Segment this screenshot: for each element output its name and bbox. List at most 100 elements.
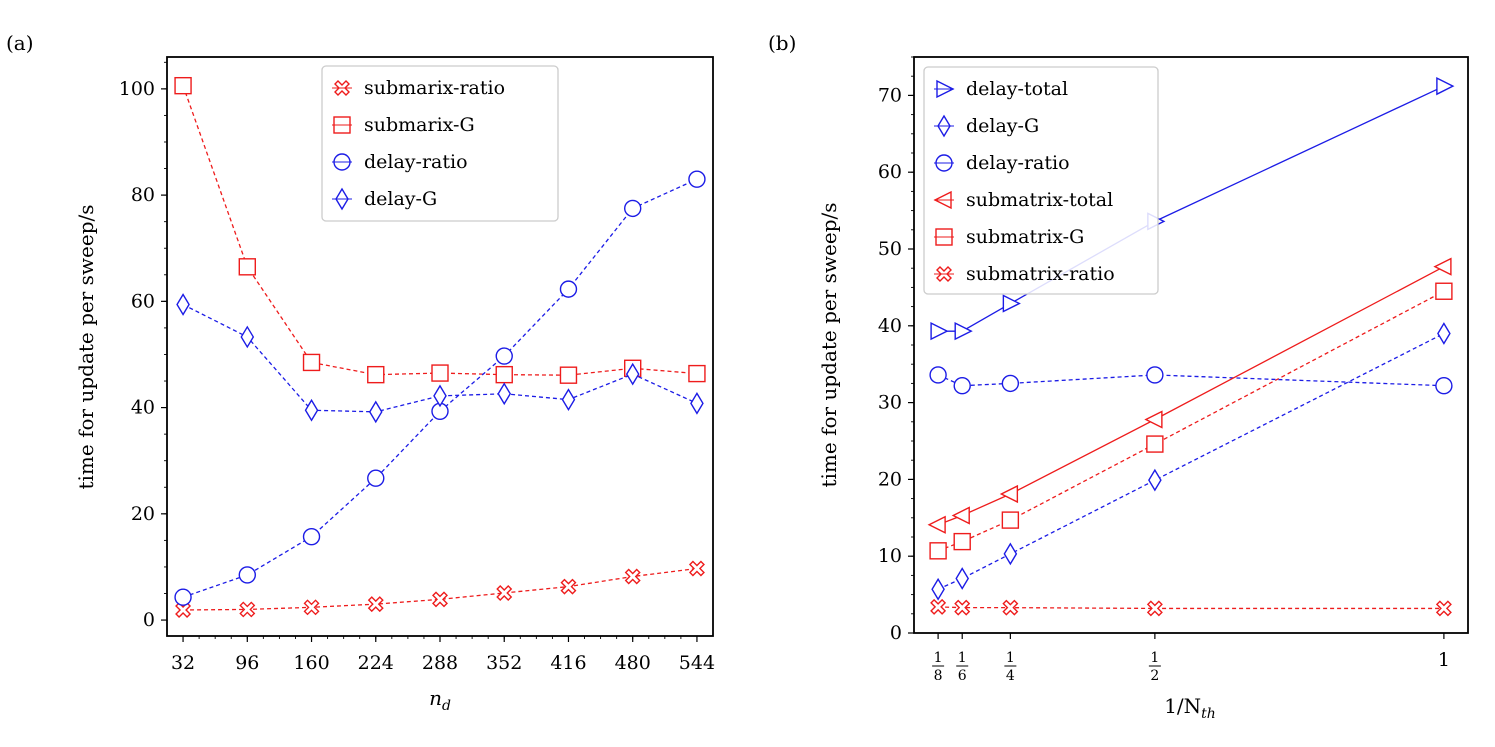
panel-a-series <box>174 76 706 618</box>
point-submarix-G <box>688 364 706 383</box>
fraction-numerator: 1 <box>1006 650 1015 666</box>
legend-label-delay-G: delay-G <box>966 115 1039 137</box>
b-x-tick-fraction: 16 <box>956 650 969 684</box>
legend-label-delay-total: delay-total <box>966 78 1068 100</box>
fraction-numerator: 1 <box>1150 650 1159 666</box>
point-submarix-G <box>367 365 385 384</box>
series-submatrix-ratio <box>930 598 1452 617</box>
point-submatrix-ratio <box>930 598 947 615</box>
a-x-tick-label: 352 <box>486 652 522 674</box>
series-submarix-ratio <box>175 560 705 618</box>
point-submarix-ratio <box>303 599 320 616</box>
point-submatrix-ratio <box>1435 600 1452 617</box>
a-x-tick-label: 160 <box>293 652 329 674</box>
point-delay-G <box>240 325 255 349</box>
point-submatrix-total <box>951 506 970 525</box>
a-y-tick-label: 100 <box>119 78 155 100</box>
fraction-denominator: 6 <box>958 668 967 684</box>
legend-label-delay-ratio: delay-ratio <box>364 151 468 173</box>
a-x-tick-label: 32 <box>171 652 195 674</box>
point-delay-ratio <box>688 170 706 188</box>
b-x-tick-fraction: 12 <box>1148 650 1161 684</box>
legend-item-submatrix-G: submatrix-G <box>934 226 1084 248</box>
point-submatrix-ratio <box>954 599 971 616</box>
series-delay-ratio <box>929 366 1453 395</box>
panel-a-x-label-sub: d <box>442 698 451 714</box>
panel-a-x-label-main: n <box>429 686 442 710</box>
legend-item-submatrix-total: submatrix-total <box>933 189 1113 211</box>
series-submarix-G <box>174 76 706 384</box>
point-delay-G <box>955 567 970 590</box>
point-submatrix-G <box>1001 511 1020 529</box>
b-x-tick-fraction: 18 <box>932 650 945 684</box>
point-submarix-ratio <box>560 578 577 595</box>
legend-label-submatrix-ratio: submatrix-ratio <box>966 263 1115 285</box>
series-delay-ratio <box>174 170 706 606</box>
panel-b-series <box>927 77 1455 617</box>
series-line-submarix-ratio <box>183 567 698 611</box>
point-submatrix-total <box>1433 257 1452 276</box>
point-delay-G <box>433 384 447 408</box>
point-submarix-ratio <box>239 601 256 618</box>
a-x-tick-label: 416 <box>550 652 586 674</box>
b-y-tick-label: 50 <box>878 238 902 260</box>
point-submatrix-G <box>1146 435 1164 453</box>
point-submarix-ratio <box>624 568 641 585</box>
point-submarix-G <box>174 76 192 95</box>
fraction-denominator: 2 <box>1150 668 1159 684</box>
point-delay-G <box>690 391 704 415</box>
point-delay-total <box>954 322 973 341</box>
point-submarix-G <box>559 366 578 384</box>
legend-label-delay-ratio: delay-ratio <box>966 152 1070 174</box>
a-x-tick-label: 288 <box>422 652 458 674</box>
point-delay-ratio <box>624 199 642 218</box>
legend-label-submatrix-G: submatrix-G <box>966 226 1084 248</box>
b-y-tick-label: 40 <box>878 315 902 337</box>
point-submatrix-G <box>953 532 971 551</box>
fraction-denominator: 8 <box>934 668 943 684</box>
fraction-numerator: 1 <box>934 650 943 666</box>
b-legend-box <box>923 66 1159 295</box>
panel-b-x-label-main: 1/N <box>1164 694 1201 718</box>
point-submarix-G <box>238 258 256 276</box>
legend-label-delay-G: delay-G <box>364 188 437 210</box>
panel-b-x-axis-label: 1/Nth <box>1164 694 1216 722</box>
panel-a: (a) 0 20 40 60 80 100 32 96 160 224 288 352 416 480 54… <box>6 31 715 714</box>
point-submarix-G <box>431 364 449 382</box>
point-submatrix-ratio <box>1146 600 1163 617</box>
point-delay-ratio <box>174 588 192 606</box>
point-submarix-ratio <box>688 560 705 577</box>
point-delay-G <box>304 398 319 422</box>
point-delay-ratio <box>559 280 578 298</box>
b-y-tick-label: 30 <box>878 392 902 414</box>
panel-b-y-axis-label: time for update per sweep/s <box>817 202 841 487</box>
series-delay-G <box>931 322 1451 601</box>
a-x-tick-label: 96 <box>235 652 259 674</box>
legend-item-submarix-ratio: submarix-ratio <box>332 77 505 99</box>
legend-item-delay-ratio: delay-ratio <box>934 152 1070 174</box>
point-submatrix-total <box>999 484 1019 504</box>
legend-item-delay-G: delay-G <box>934 114 1039 138</box>
series-delay-G <box>176 293 704 424</box>
point-delay-ratio <box>495 347 513 365</box>
a-y-tick-label: 0 <box>143 609 155 631</box>
legend-item-submatrix-ratio: submatrix-ratio <box>934 263 1115 285</box>
panel-a-y-axis-label: time for update per sweep/s <box>74 204 98 489</box>
panel-b-legend: delay-total delay-G delay-ratio submatrix-t… <box>923 66 1159 295</box>
point-delay-G <box>1437 322 1451 345</box>
point-submatrix-total <box>1144 410 1163 429</box>
fraction-denominator: 4 <box>1006 668 1015 684</box>
point-submarix-ratio <box>367 596 384 613</box>
point-submatrix-total <box>927 515 946 534</box>
b-x-tick-label: 1 <box>1438 649 1450 671</box>
point-delay-ratio <box>1146 366 1164 384</box>
point-delay-ratio <box>929 366 947 384</box>
point-delay-G <box>176 293 190 316</box>
legend-item-delay-ratio: delay-ratio <box>332 151 468 173</box>
point-delay-ratio <box>302 527 321 546</box>
point-submatrix-G <box>929 542 947 560</box>
point-delay-ratio <box>367 469 385 487</box>
a-x-tick-label: 480 <box>615 652 651 674</box>
